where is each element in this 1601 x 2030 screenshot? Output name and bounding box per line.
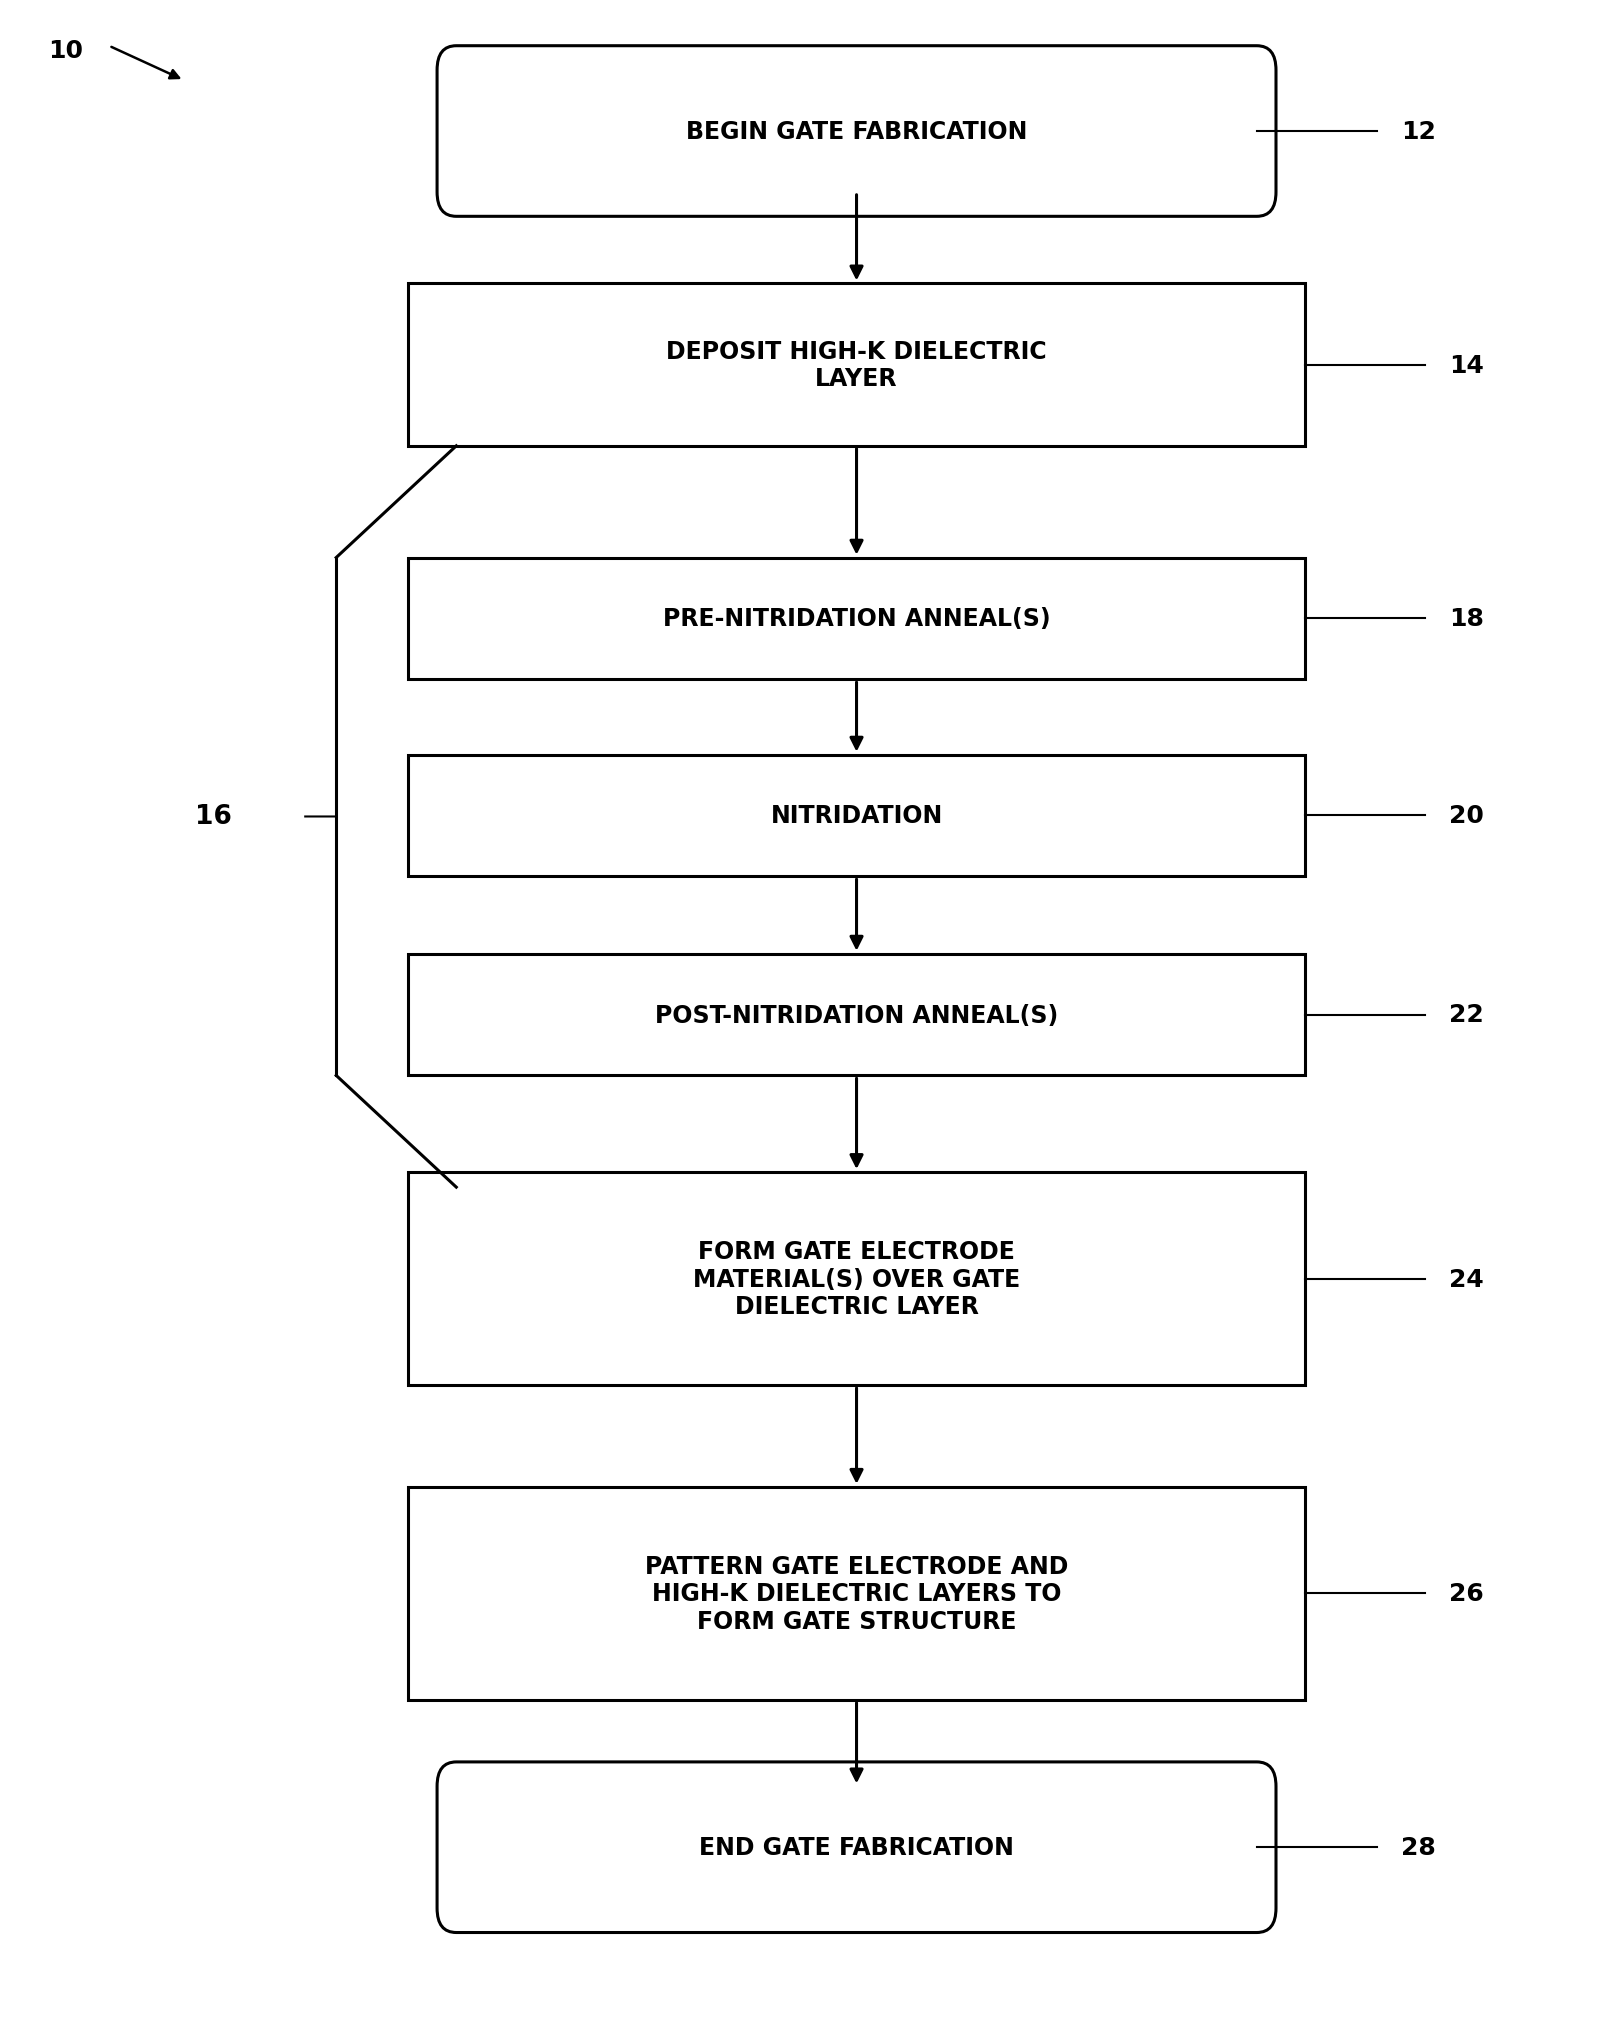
Bar — [408, 558, 1305, 680]
Text: PATTERN GATE ELECTRODE AND
HIGH-K DIELECTRIC LAYERS TO
FORM GATE STRUCTURE: PATTERN GATE ELECTRODE AND HIGH-K DIELEC… — [645, 1553, 1068, 1634]
Text: 24: 24 — [1449, 1267, 1484, 1291]
Text: DEPOSIT HIGH-K DIELECTRIC
LAYER: DEPOSIT HIGH-K DIELECTRIC LAYER — [666, 339, 1047, 392]
FancyBboxPatch shape — [437, 1762, 1276, 1933]
Text: POST-NITRIDATION ANNEAL(S): POST-NITRIDATION ANNEAL(S) — [655, 1003, 1058, 1027]
Text: PRE-NITRIDATION ANNEAL(S): PRE-NITRIDATION ANNEAL(S) — [663, 607, 1050, 631]
Text: 10: 10 — [48, 39, 83, 63]
Text: END GATE FABRICATION: END GATE FABRICATION — [700, 1835, 1013, 1859]
Text: 18: 18 — [1449, 607, 1484, 631]
Bar — [408, 1486, 1305, 1701]
Bar — [408, 284, 1305, 447]
Text: 20: 20 — [1449, 804, 1484, 828]
Text: 26: 26 — [1449, 1581, 1484, 1606]
Bar — [408, 954, 1305, 1076]
Text: 28: 28 — [1401, 1835, 1436, 1859]
Text: 14: 14 — [1449, 353, 1484, 378]
Bar — [408, 755, 1305, 877]
Text: 16: 16 — [195, 804, 232, 830]
Bar — [408, 1173, 1305, 1384]
Text: NITRIDATION: NITRIDATION — [770, 804, 943, 828]
Text: FORM GATE ELECTRODE
MATERIAL(S) OVER GATE
DIELECTRIC LAYER: FORM GATE ELECTRODE MATERIAL(S) OVER GAT… — [693, 1238, 1020, 1320]
Text: 22: 22 — [1449, 1003, 1484, 1027]
Text: 12: 12 — [1401, 120, 1436, 144]
Text: BEGIN GATE FABRICATION: BEGIN GATE FABRICATION — [685, 120, 1028, 144]
FancyBboxPatch shape — [437, 47, 1276, 217]
